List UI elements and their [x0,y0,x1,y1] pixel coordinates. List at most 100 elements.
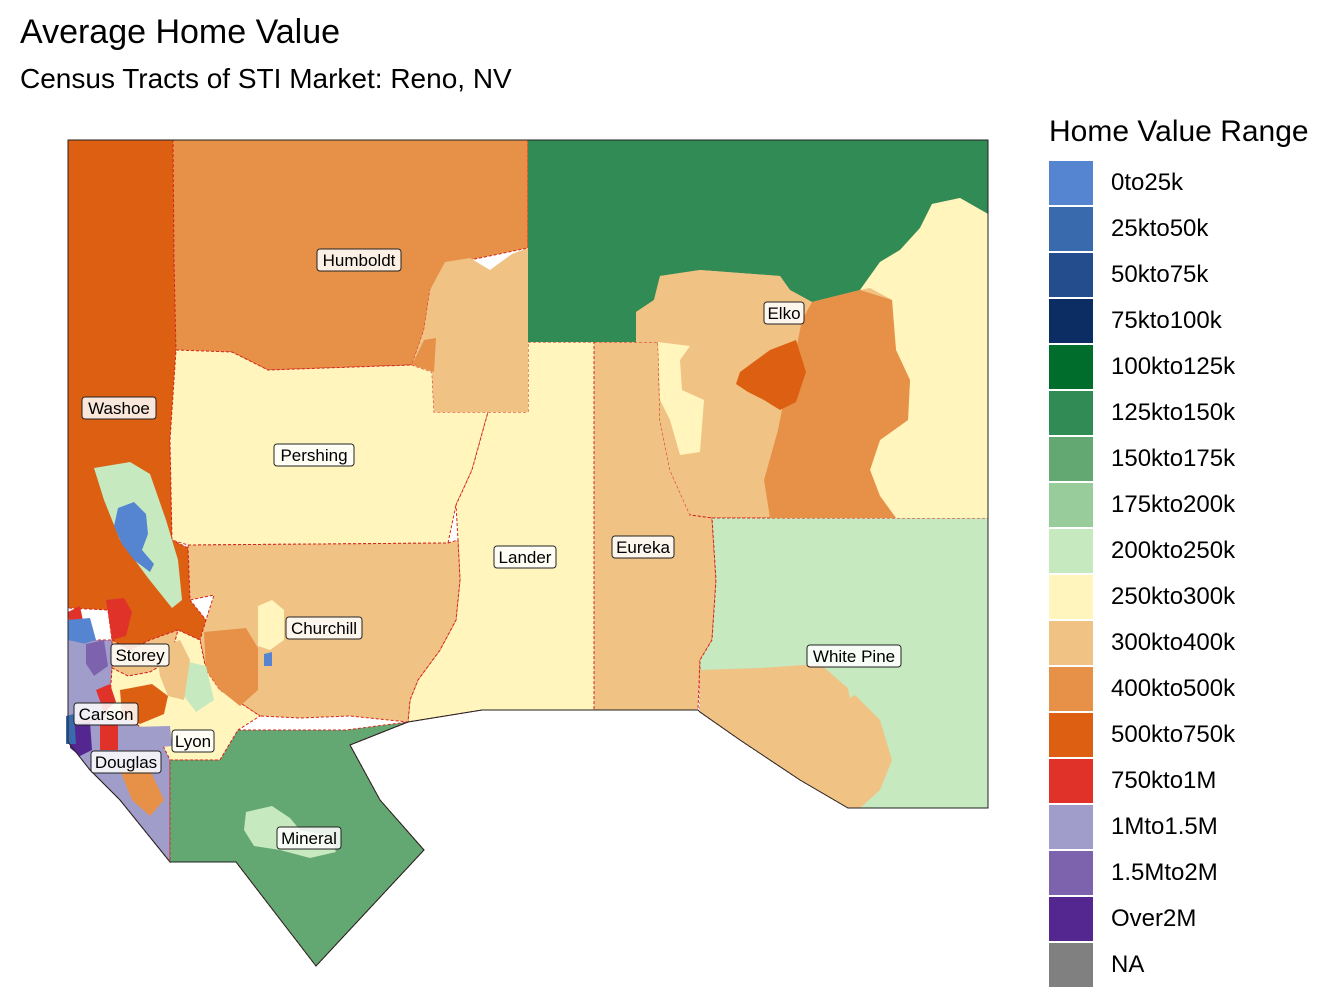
tract-reno-blue [68,618,96,646]
tract-elko-north-green [528,140,988,342]
tract-humboldt-light [412,248,528,412]
legend-swatch [1049,253,1093,297]
tract-douglas-red [100,724,118,750]
svg-text:Humboldt: Humboldt [323,251,396,270]
legend-item: 400kto500k [1049,666,1339,712]
legend-label: 500kto750k [1111,721,1236,748]
svg-text:Mineral: Mineral [281,829,337,848]
chart-title: Average Home Value [20,13,341,51]
svg-text:Douglas: Douglas [95,753,157,772]
legend-label: 50kto75k [1111,261,1209,288]
legend: Home Value Range 0to25k 25kto50k 50kto75k 7… [1049,114,1339,988]
county-label-lander: Lander [493,545,557,569]
legend-item: 150kto175k [1049,436,1339,482]
legend-label: 1Mto1.5M [1111,813,1218,840]
legend-swatch [1049,759,1093,803]
svg-text:Lyon: Lyon [175,732,211,751]
tract-lyon-green [180,660,214,712]
legend-item: 100kto125k [1049,344,1339,390]
legend-label: 25kto50k [1111,215,1209,242]
legend-label: Over2M [1111,905,1197,932]
legend-swatch [1049,529,1093,573]
tract-elko-east-yellow [860,198,988,518]
legend-item: 750kto1M [1049,758,1339,804]
tract-douglas-orange [120,770,164,816]
legend-item: 50kto75k [1049,252,1339,298]
tract-elko-dark-orange [736,340,806,410]
legend-swatch [1049,575,1093,619]
legend-swatch [1049,667,1093,711]
choropleth-map: Humboldt Elko Washoe Pershing Lander Eur… [66,139,989,967]
legend-label: 175kto200k [1111,491,1236,518]
county-label-eureka: Eureka [611,535,675,559]
legend-item: 200kto250k [1049,528,1339,574]
legend-title: Home Value Range [1049,115,1309,148]
chart-subtitle: Census Tracts of STI Market: Reno, NV [20,63,512,94]
legend-swatch [1049,713,1093,757]
legend-swatch [1049,943,1093,987]
legend-label: 750kto1M [1111,767,1217,794]
svg-text:Carson: Carson [79,705,134,724]
legend-swatch [1049,851,1093,895]
legend-swatch [1049,299,1093,343]
tract-douglas-darkpurple [70,722,92,756]
county-label-carson: Carson [73,702,139,726]
legend-label: 200kto250k [1111,537,1236,564]
svg-text:Washoe: Washoe [88,399,150,418]
county-label-storey: Storey [110,643,170,667]
legend-item: 1Mto1.5M [1049,804,1339,850]
county-label-humboldt: Humboldt [316,248,402,272]
svg-text:Storey: Storey [115,646,165,665]
legend-swatch [1049,805,1093,849]
tract-elko-yellow-pocket [658,342,704,455]
tract-churchill-orange [204,628,258,706]
svg-text:Pershing: Pershing [280,446,347,465]
legend-label: 250kto300k [1111,583,1236,610]
legend-swatch [1049,161,1093,205]
tract-carson-lavender [68,640,96,714]
county-label-mineral: Mineral [276,826,342,850]
tract-washoe-lake-blue [114,502,154,572]
legend-item: 300kto400k [1049,620,1339,666]
legend-label: NA [1111,951,1145,978]
tract-whitepine-pocket [846,676,860,698]
legend-swatch [1049,897,1093,941]
svg-text:Elko: Elko [767,304,800,323]
svg-text:White Pine: White Pine [813,647,895,666]
legend-swatch [1049,391,1093,435]
tract-churchill-yellow [258,600,284,650]
county-label-whitepine: White Pine [806,644,902,668]
tract-whitepine-south [700,664,892,808]
svg-text:Churchill: Churchill [291,619,357,638]
county-label-churchill: Churchill [285,616,363,640]
legend-item: 0to25k [1049,160,1339,206]
legend-item: NA [1049,942,1339,988]
legend-label: 150kto175k [1111,445,1236,472]
legend-item: 25kto50k [1049,206,1339,252]
legend-swatch [1049,621,1093,665]
legend-swatch [1049,207,1093,251]
county-label-douglas: Douglas [90,750,162,774]
legend-swatch [1049,437,1093,481]
legend-swatch [1049,345,1093,389]
tract-elko-orange [764,290,910,518]
legend-label: 300kto400k [1111,629,1236,656]
legend-items: 0to25k 25kto50k 50kto75k 75kto100k 100kto125… [1049,160,1339,988]
market-boundary [67,139,989,967]
tract-reno-purple [86,640,108,676]
legend-item: 500kto750k [1049,712,1339,758]
legend-item: 1.5Mto2M [1049,850,1339,896]
legend-item: 75kto100k [1049,298,1339,344]
tract-humboldt-small-orange [412,338,436,372]
county-label-washoe: Washoe [81,396,157,420]
legend-item: 250kto300k [1049,574,1339,620]
county-label-elko: Elko [763,301,805,325]
county-label-pershing: Pershing [273,443,355,467]
legend-label: 100kto125k [1111,353,1236,380]
svg-text:Lander: Lander [499,548,552,567]
legend-item: 125kto150k [1049,390,1339,436]
legend-label: 0to25k [1111,169,1184,196]
legend-item: 175kto200k [1049,482,1339,528]
legend-label: 1.5Mto2M [1111,859,1218,886]
tract-churchill-blue [264,652,272,666]
